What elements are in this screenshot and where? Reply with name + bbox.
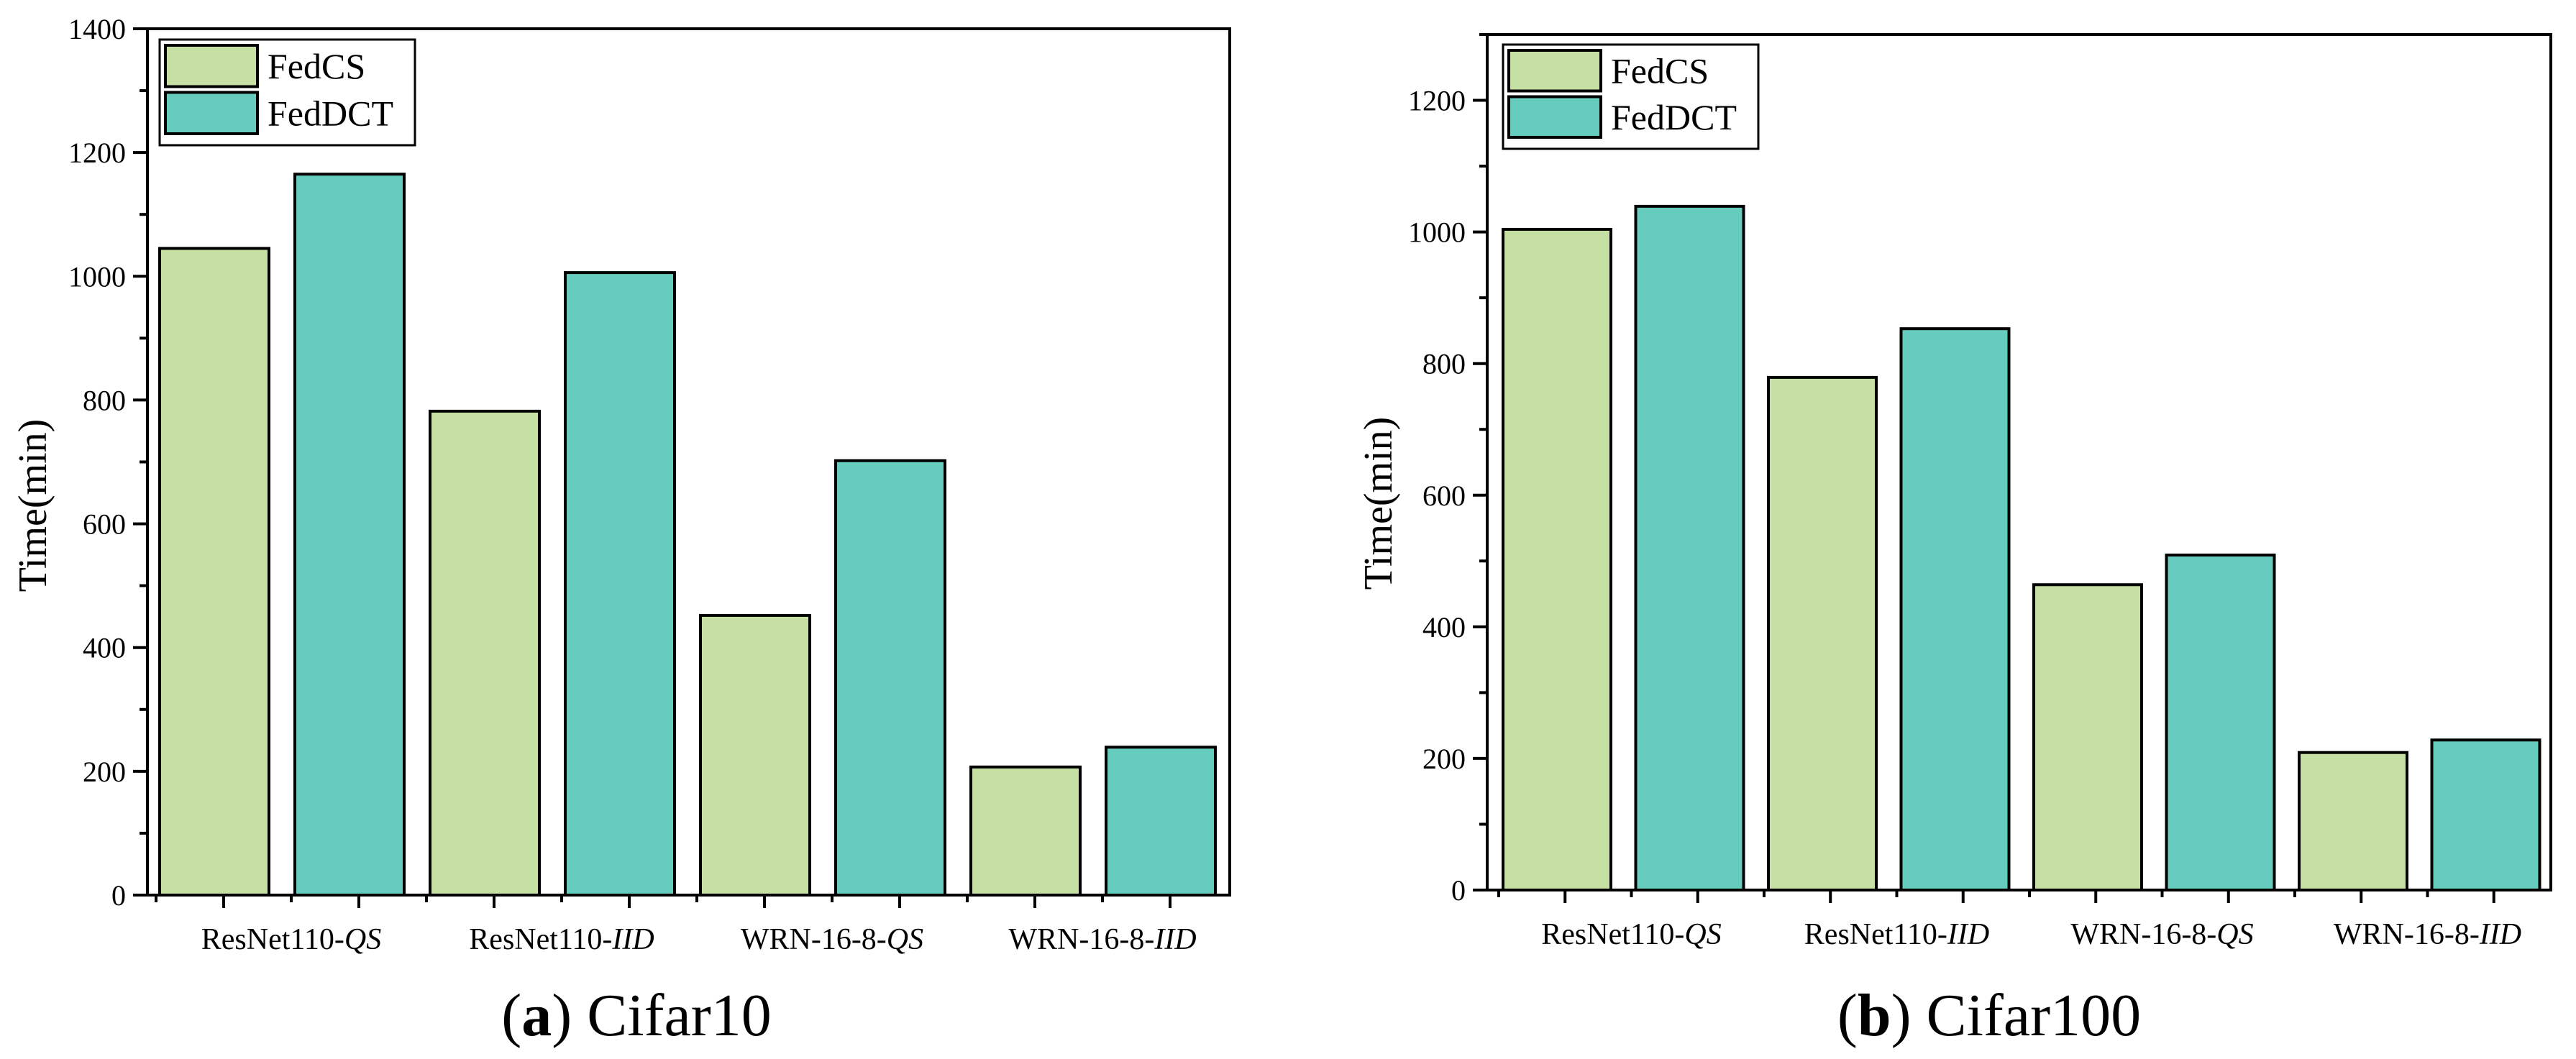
bar-fedcs-1 [158, 247, 270, 897]
y-tick-label: 0 [111, 879, 126, 912]
x-category-label: WRN-16-8-QS [741, 923, 923, 956]
bar-feddct-2 [564, 271, 676, 897]
bar-fedcs-3 [699, 613, 811, 897]
panel-a-bars [158, 173, 1217, 897]
panel-b-ylabel: Time(min) [1356, 417, 1401, 590]
bar-feddct-2 [1899, 327, 2011, 891]
bar-fedcs-2 [1767, 375, 1878, 891]
y-tick-label: 1400 [68, 13, 126, 45]
panel-a-axes: 0 200 400 600 800 1000 1200 1400 ResNet110-QS Res… [68, 13, 1231, 956]
y-tick-label: 0 [1451, 874, 1466, 907]
x-category-label: WRN-16-8-IID [2334, 918, 2521, 951]
bar-fedcs-3 [2032, 583, 2143, 891]
y-tick-label: 800 [1422, 348, 1466, 380]
plot-frame [1486, 33, 2552, 891]
y-tick-label: 1000 [68, 260, 126, 293]
x-category-label: ResNet110-IID [1804, 918, 1989, 951]
bar-feddct-4 [1105, 746, 1217, 897]
panel-a-legend: FedCS FedDCT [158, 38, 416, 147]
legend-swatch-feddct [1507, 95, 1602, 139]
panel-a-letter: a [521, 982, 552, 1049]
y-tick-label: 400 [1422, 611, 1466, 643]
panel-b-cifar100: 0 200 400 600 800 1000 1200 ResNet110-QS ResNet1… [1356, 33, 2552, 1049]
y-tick-label: 800 [83, 384, 126, 416]
legend-label-feddct: FedDCT [268, 93, 393, 133]
bar-feddct-4 [2430, 738, 2541, 892]
bar-feddct-3 [2165, 554, 2276, 891]
bar-feddct-1 [293, 173, 406, 897]
y-tick-label: 200 [1422, 743, 1466, 775]
panel-a-caption-text: Cifar10 [587, 982, 772, 1049]
panel-b-axes: 0 200 400 600 800 1000 1200 ResNet110-QS ResNet1… [1408, 33, 2552, 951]
bar-fedcs-4 [969, 765, 1082, 897]
y-tick-label: 600 [83, 508, 126, 541]
panel-b-caption: (b) Cifar100 [1837, 982, 2141, 1049]
legend-swatch-fedcs [164, 44, 259, 88]
y-tick-label: 600 [1422, 480, 1466, 512]
panel-a-cifar10: 0 200 400 600 800 1000 1200 1400 ResNet110-QS Res… [11, 13, 1231, 1049]
y-tick-label: 1000 [1408, 216, 1466, 249]
panel-a-ylabel: Time(min) [11, 419, 55, 592]
bar-feddct-1 [1634, 204, 1745, 891]
legend-swatch-fedcs [1507, 49, 1602, 93]
panel-b-caption-text: Cifar100 [1927, 982, 2142, 1049]
bar-fedcs-2 [429, 409, 541, 897]
y-tick-label: 400 [83, 632, 126, 664]
y-tick-label: 1200 [1408, 85, 1466, 117]
legend-swatch-feddct [164, 91, 259, 135]
y-tick-label: 1200 [68, 137, 126, 169]
bar-fedcs-1 [1502, 227, 1612, 891]
panel-a-caption: (a) Cifar10 [501, 982, 772, 1049]
legend-label-fedcs: FedCS [1611, 50, 1709, 91]
legend-label-feddct: FedDCT [1611, 97, 1737, 137]
legend-label-fedcs: FedCS [268, 46, 365, 86]
x-category-label: WRN-16-8-IID [1008, 923, 1196, 956]
x-category-label: WRN-16-8-QS [2070, 918, 2253, 951]
bar-fedcs-4 [2298, 751, 2408, 891]
panel-b-legend: FedCS FedDCT [1502, 43, 1760, 150]
x-category-label: ResNet110-QS [201, 923, 381, 956]
x-category-label: ResNet110-QS [1541, 918, 1721, 951]
bar-feddct-3 [834, 459, 946, 897]
x-category-label: ResNet110-IID [469, 923, 654, 956]
y-tick-label: 200 [83, 756, 126, 788]
panel-b-letter: b [1858, 982, 1891, 1049]
